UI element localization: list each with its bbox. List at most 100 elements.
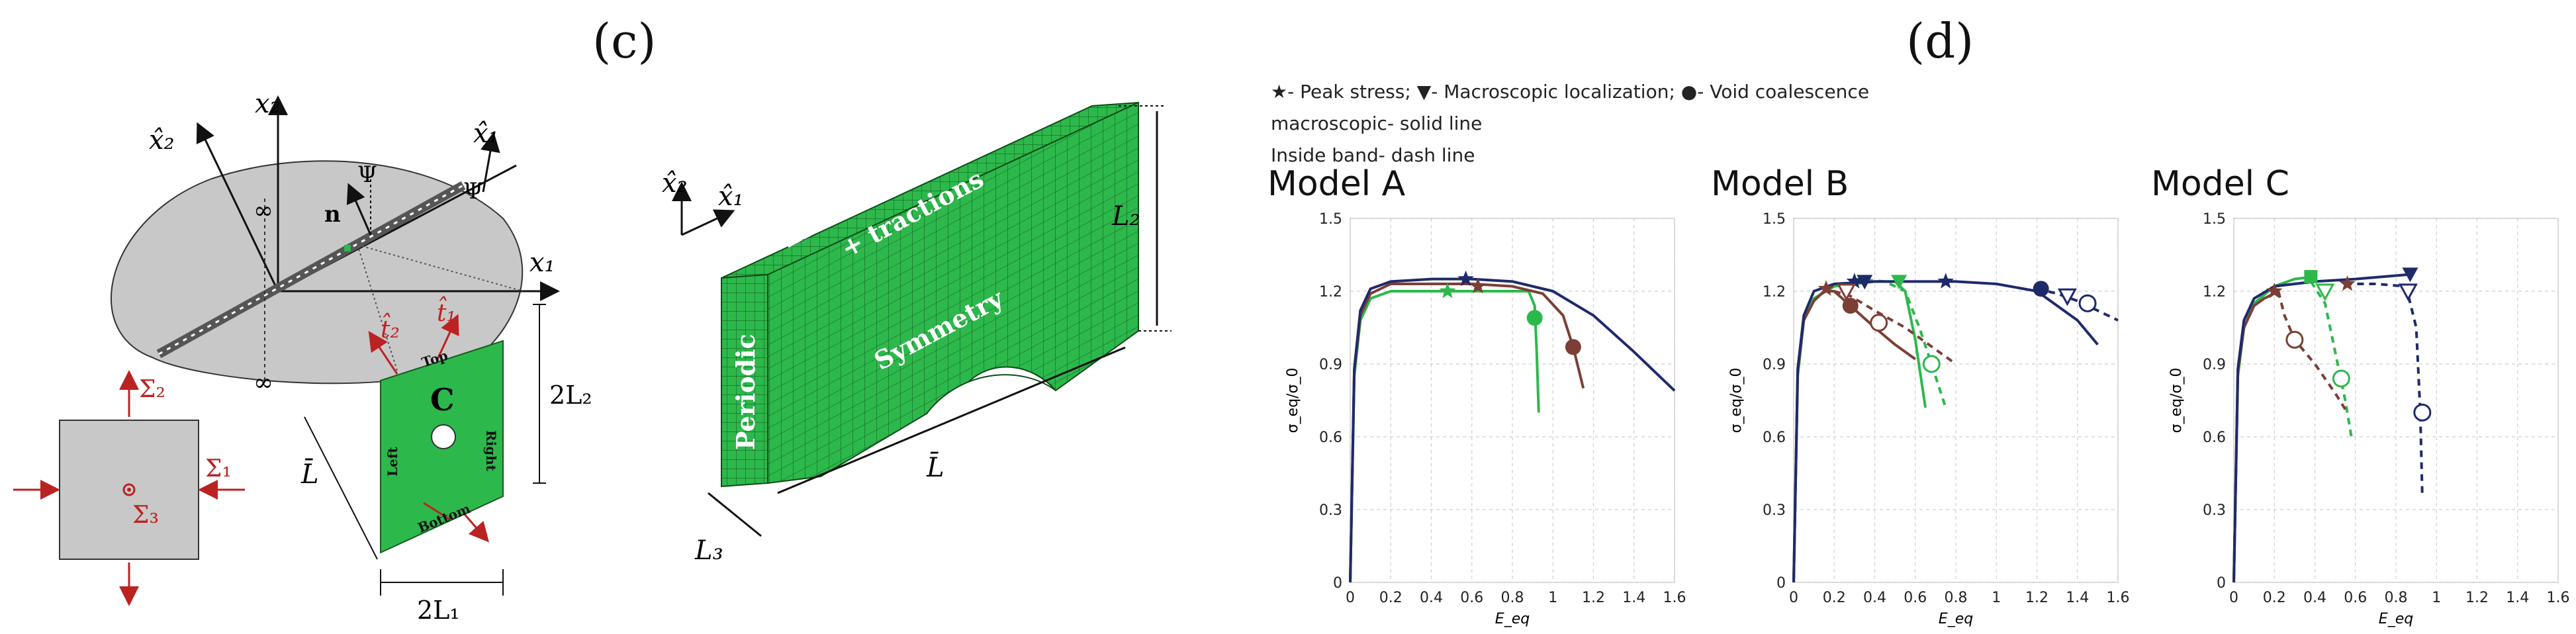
x-tick-label: 1.6 <box>1663 590 1686 606</box>
plot-frame <box>1793 218 2119 583</box>
y-tick-label: 0.9 <box>1763 357 1786 373</box>
mesh-periodic: Periodic <box>731 334 760 450</box>
y-axis-label: σ_eq/σ_0 <box>1728 368 1745 433</box>
marker-localization-band <box>2315 283 2335 302</box>
mesh-x1hat: x̂₁ <box>718 181 744 212</box>
void <box>431 424 456 449</box>
left-label: Left <box>385 447 400 476</box>
y-tick-label: 1.5 <box>1319 211 1342 228</box>
x-axis-label: E_eq <box>1495 611 1530 627</box>
x-axis-label: E_eq <box>1939 611 1973 627</box>
y-tick-label: 1.5 <box>2203 211 2226 228</box>
chart-model-a: 0 0.2 0.4 0.6 0.8 1 1.2 1.4 1.6 0 0.3 0.6 0.9 1.2 1.5 E… <box>1285 211 1686 627</box>
x-tick-label: 1.4 <box>2506 590 2529 606</box>
panel-label-c: (c) <box>592 13 657 69</box>
marker-coalescence <box>1842 298 1859 314</box>
y-tick-label: 0.6 <box>1763 430 1786 446</box>
legend-line-1: ★- Peak stress; ▼- Macroscopic localizat… <box>1271 81 1870 103</box>
legend-line-2: macroscopic- solid line <box>1271 113 1483 134</box>
marker-localization <box>1891 275 1908 290</box>
series-line-brown-solid <box>1349 283 1585 583</box>
dim-2L1: 2L₁ <box>417 596 460 625</box>
series-line-navy-dash <box>2037 287 2119 322</box>
psi-label-2: Ψ <box>463 178 483 204</box>
y-tick-label: 1.2 <box>2203 284 2226 300</box>
rve-diagram: x₂ x₁ x̂₂ x̂₁ Ψ Ψ n ∞ ∞ t̂₂ t̂₁ Top Left… <box>13 89 592 625</box>
x-tick-label: 1.2 <box>2465 590 2489 606</box>
marker-peak-stress <box>1937 273 1955 289</box>
marker-coalescence <box>1565 339 1581 355</box>
dim-Lbar: L̄ <box>300 459 319 490</box>
model-c-title: Model C <box>2151 164 2289 204</box>
y-tick-label: 0.3 <box>2203 502 2226 519</box>
y-tick-label: 0.9 <box>2203 357 2226 373</box>
chart-legend: ★- Peak stress; ▼- Macroscopic localizat… <box>1271 76 1869 171</box>
y-axis-label: σ_eq/σ_0 <box>2168 368 2185 433</box>
x-tick-label: 0.4 <box>2303 590 2326 606</box>
mesh-diagram: x̂₂ x̂₁ Linear displacements + tractions… <box>662 85 1172 566</box>
marker-peak-stress <box>1439 283 1456 298</box>
right-label: Right <box>483 430 499 472</box>
marker-coalescence-band <box>2332 369 2350 388</box>
x-tick-label: 1.6 <box>2107 590 2130 606</box>
x-tick-label: 0 <box>2229 590 2238 606</box>
sigma3-label: Σ₃ <box>132 502 159 529</box>
dim-2L2: 2L₂ <box>549 381 592 410</box>
marker-peak-stress <box>1457 270 1474 287</box>
series-line-green-solid <box>1792 280 1927 583</box>
y-tick-label: 0.3 <box>1763 502 1786 519</box>
x-tick-label: 1.2 <box>2025 590 2048 606</box>
series-line-navy-dash <box>2345 283 2424 498</box>
x-tick-label: 0.8 <box>1501 590 1524 606</box>
marker-coalescence-band <box>1870 314 1888 332</box>
y-tick-label: 0.6 <box>2203 430 2226 446</box>
y-tick-label: 0.3 <box>1319 502 1342 519</box>
mesh-x2hat: x̂₂ <box>662 168 688 199</box>
series-line-navy-solid <box>1792 280 2099 583</box>
x-tick-label: 0.6 <box>2344 590 2367 606</box>
y-tick-label: 0.6 <box>1319 430 1342 446</box>
marker-coalescence-band <box>2078 294 2097 312</box>
x-tick-label: 0.6 <box>1904 590 1927 606</box>
t1hat-label: t̂₁ <box>437 296 456 327</box>
marker-peak-stress <box>1817 280 1835 296</box>
x-tick-label: 1.2 <box>1582 590 1605 606</box>
x-tick-label: 0.4 <box>1863 590 1886 606</box>
y-tick-label: 0 <box>1776 575 1786 592</box>
x-tick-label: 1.6 <box>2547 590 2570 606</box>
x-tick-label: 0.6 <box>1460 590 1483 606</box>
x-tick-label: 1 <box>2432 590 2441 606</box>
x-tick-label: 0.8 <box>2385 590 2408 606</box>
x-tick-label: 0 <box>1789 590 1798 606</box>
inf-top: ∞ <box>253 197 273 224</box>
psi-label-1: Ψ <box>357 161 377 188</box>
marker-peak-stress <box>2266 283 2283 298</box>
series-line-brown-dash <box>2277 291 2349 414</box>
sigma2-label: Σ₂ <box>139 376 165 403</box>
x-tick-label: 0.8 <box>1945 590 1968 606</box>
series-line-navy-solid <box>2232 273 2413 583</box>
marker-coalescence <box>1526 310 1543 326</box>
x-tick-label: 0.2 <box>1379 590 1403 606</box>
x2hat-label: x̂₂ <box>149 125 175 156</box>
mesh-L3: L₃ <box>694 535 723 566</box>
marker-localization-band <box>2398 283 2418 302</box>
x-tick-label: 0.2 <box>1823 590 1846 606</box>
panel-label-d: (d) <box>1906 13 1974 69</box>
mesh-Lbar: L̄ <box>926 452 944 483</box>
marker-coalescence-band <box>1922 355 1941 373</box>
sigma1-label: Σ₁ <box>205 455 232 482</box>
x-tick-label: 0.4 <box>1420 590 1443 606</box>
series-line-green-dash <box>2309 281 2353 437</box>
marker-coalescence-band <box>2413 403 2432 422</box>
marker-peak-stress <box>1469 277 1487 294</box>
series-line-navy-solid <box>1349 277 1676 583</box>
inf-bottom: ∞ <box>253 369 273 396</box>
marker-localization <box>2402 267 2418 283</box>
x-tick-label: 1 <box>1992 590 2001 606</box>
marker-localization-band <box>1837 283 1857 302</box>
y-tick-label: 1.5 <box>1763 211 1786 228</box>
x-tick-label: 1.4 <box>1622 590 1645 606</box>
y-tick-label: 1.2 <box>1319 284 1342 300</box>
series-line-green-dash <box>1854 277 1947 408</box>
